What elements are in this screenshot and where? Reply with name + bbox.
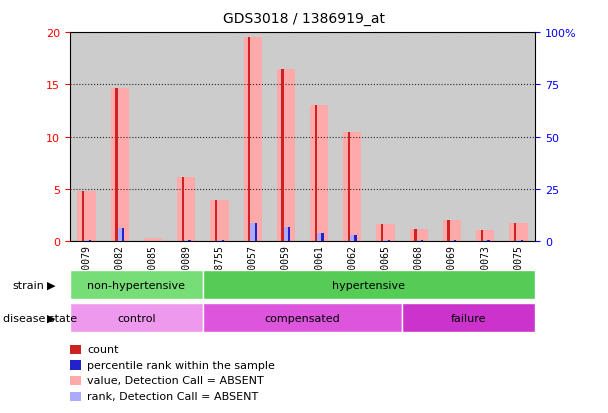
Bar (70, 33, 103, 242)
Bar (155, 241, 157, 242)
Bar (217, 240, 222, 242)
Bar (388, 240, 390, 242)
Bar (469, 33, 502, 242)
Bar (402, 304, 535, 332)
Bar (447, 221, 450, 242)
Bar (269, 33, 303, 242)
Text: percentile rank within the sample: percentile rank within the sample (87, 360, 275, 370)
Bar (502, 33, 535, 242)
Bar (410, 229, 428, 242)
Text: ▶: ▶ (47, 313, 56, 323)
Text: non-hypertensive: non-hypertensive (88, 280, 185, 290)
Bar (381, 225, 384, 242)
Bar (350, 236, 355, 242)
Bar (248, 38, 250, 242)
Bar (449, 240, 454, 242)
Bar (402, 33, 435, 242)
Bar (481, 230, 483, 242)
Bar (376, 225, 395, 242)
Text: rank, Detection Call = ABSENT: rank, Detection Call = ABSENT (87, 391, 258, 401)
Bar (236, 33, 269, 242)
Bar (282, 69, 284, 242)
Bar (383, 240, 388, 242)
Bar (343, 133, 361, 242)
Text: value, Detection Call = ABSENT: value, Detection Call = ABSENT (87, 375, 264, 385)
Bar (476, 230, 494, 242)
Bar (354, 236, 357, 242)
Bar (221, 240, 224, 242)
Text: control: control (117, 313, 156, 323)
Bar (283, 227, 288, 242)
Bar (510, 224, 528, 242)
Bar (116, 88, 117, 242)
Bar (255, 224, 257, 242)
Bar (250, 224, 255, 242)
Bar (514, 224, 516, 242)
Bar (520, 240, 523, 242)
Bar (443, 221, 461, 242)
Bar (215, 201, 217, 242)
Bar (182, 178, 184, 242)
Bar (244, 38, 262, 242)
Bar (277, 69, 295, 242)
Bar (348, 133, 350, 242)
Bar (203, 304, 402, 332)
Bar (310, 106, 328, 242)
Bar (184, 240, 188, 242)
Bar (435, 33, 469, 242)
Bar (303, 33, 336, 242)
Bar (483, 240, 488, 242)
Bar (144, 238, 162, 242)
Bar (70, 271, 203, 299)
Bar (77, 192, 95, 242)
Bar (89, 241, 91, 242)
Text: count: count (87, 344, 119, 354)
Bar (414, 229, 416, 242)
Text: failure: failure (451, 313, 486, 323)
Bar (421, 240, 423, 242)
Text: strain: strain (12, 280, 44, 290)
Bar (516, 240, 521, 242)
Bar (203, 33, 236, 242)
Bar (84, 241, 89, 242)
Bar (210, 201, 229, 242)
Bar (321, 234, 323, 242)
Text: hypertensive: hypertensive (333, 280, 406, 290)
Bar (314, 106, 317, 242)
Bar (70, 304, 203, 332)
Bar (454, 240, 457, 242)
Text: compensated: compensated (264, 313, 340, 323)
Bar (488, 240, 489, 242)
Bar (188, 240, 191, 242)
Text: ▶: ▶ (47, 280, 56, 290)
Bar (122, 228, 124, 242)
Bar (170, 33, 203, 242)
Bar (203, 271, 535, 299)
Bar (317, 234, 322, 242)
Bar (117, 228, 122, 242)
Bar (103, 33, 136, 242)
Bar (336, 33, 369, 242)
Bar (151, 241, 156, 242)
Bar (136, 33, 170, 242)
Text: disease state: disease state (3, 313, 77, 323)
Bar (369, 33, 402, 242)
Bar (288, 227, 291, 242)
Bar (416, 240, 421, 242)
Bar (82, 192, 85, 242)
Text: GDS3018 / 1386919_at: GDS3018 / 1386919_at (223, 12, 385, 26)
Bar (177, 178, 195, 242)
Bar (111, 88, 129, 242)
